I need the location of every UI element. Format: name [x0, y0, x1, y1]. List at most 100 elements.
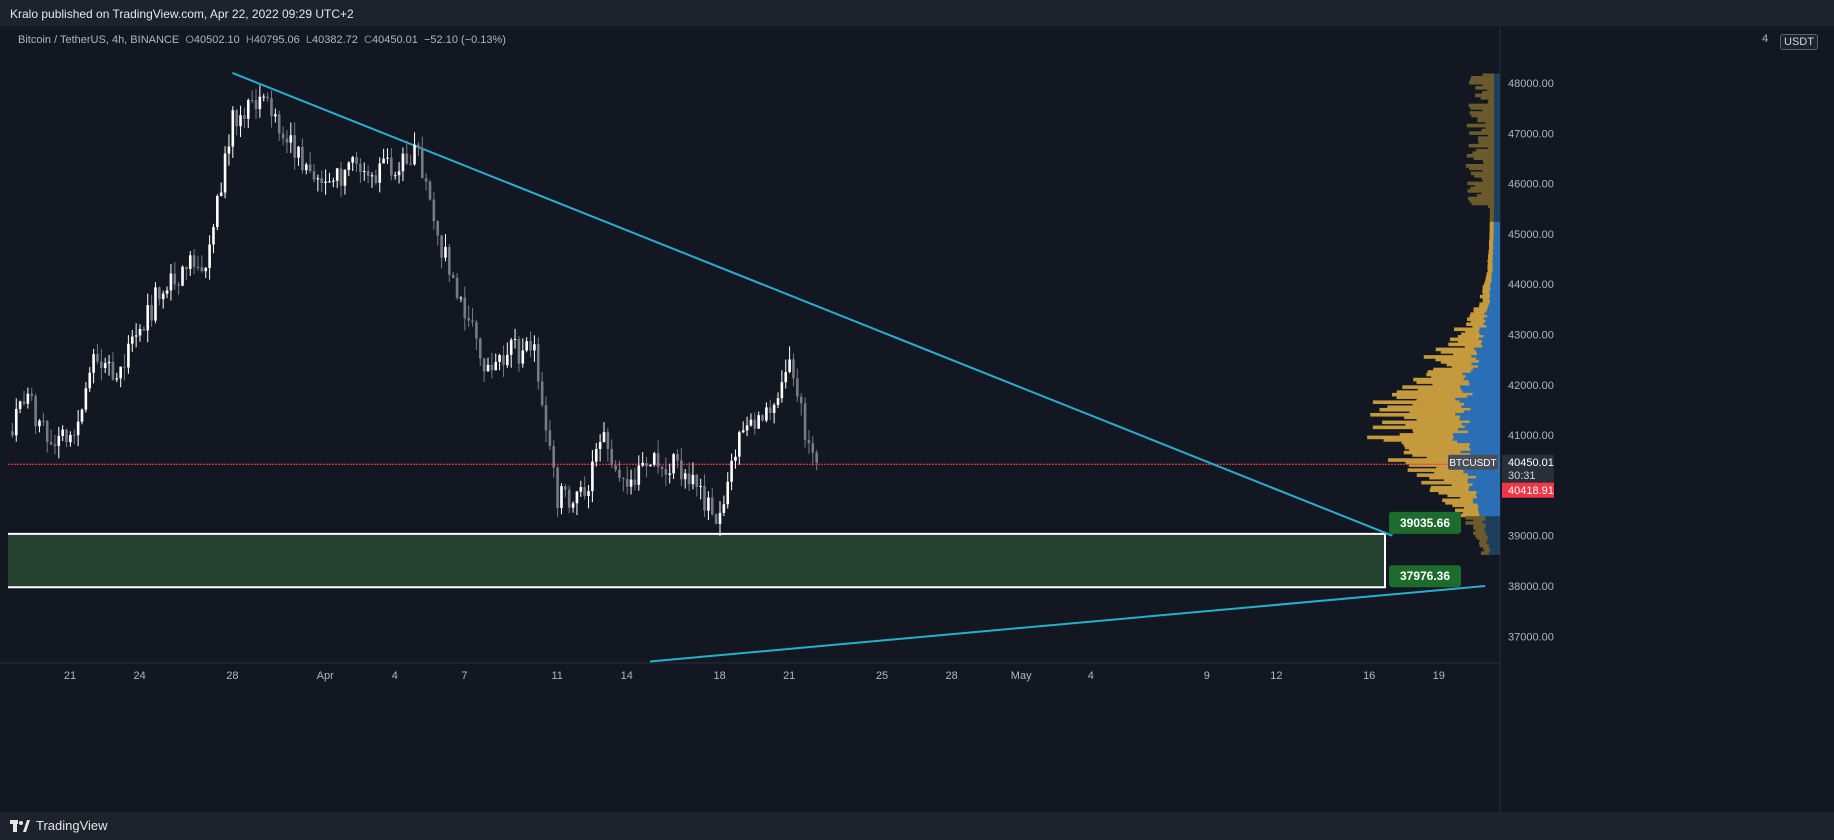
price-chart[interactable]: 48000.00 47000.00 46000.00 45000.00 44000.00… — [0, 26, 1834, 812]
volume-profile-down-bar — [1493, 131, 1500, 135]
candle-body — [668, 473, 672, 475]
volume-profile-down-bar — [1493, 206, 1500, 211]
candle-body — [633, 479, 637, 485]
candle-body — [529, 340, 532, 351]
volume-profile-down-bar — [1460, 415, 1500, 420]
candle-body — [72, 434, 76, 436]
candle-body — [312, 171, 316, 180]
volume-profile-up-bar — [1476, 194, 1494, 198]
candle-body — [18, 401, 22, 409]
volume-profile-down-bar — [1485, 531, 1500, 535]
volume-profile-down-bar — [1493, 186, 1500, 191]
candle-body — [289, 135, 293, 143]
candle-body — [154, 287, 157, 321]
volume-profile-down-bar — [1472, 483, 1500, 487]
volume-profile-up-bar — [1489, 221, 1494, 226]
volume-profile-down-bar — [1470, 407, 1500, 412]
candle-body — [413, 144, 416, 165]
candle-body — [637, 465, 641, 485]
volume-profile-down-bar — [1482, 345, 1500, 349]
volume-profile-down-bar — [1493, 128, 1500, 133]
volume-profile-down-bar — [1460, 387, 1500, 392]
volume-profile-down-bar — [1478, 508, 1500, 513]
volume-profile-down-bar — [1472, 498, 1500, 503]
volume-profile-up-bar — [1423, 355, 1472, 359]
volume-profile-down-bar — [1493, 171, 1500, 176]
chart-area[interactable] — [0, 26, 1834, 812]
published-text: Kralo published on TradingView.com, Apr … — [10, 7, 354, 21]
candle-body — [703, 486, 706, 511]
currency-selector[interactable]: USDT — [1780, 34, 1818, 50]
candle-body — [196, 267, 200, 269]
candle-body — [359, 163, 362, 173]
volume-profile-up-bar — [1464, 345, 1483, 349]
volume-profile-up-bar — [1443, 478, 1468, 482]
volume-profile-down-bar — [1481, 342, 1500, 347]
volume-profile-up-bar — [1488, 254, 1493, 259]
candle-body — [142, 328, 146, 331]
candle-body — [366, 171, 370, 176]
volume-profile-down-bar — [1453, 435, 1500, 440]
volume-profile-down-bar — [1494, 73, 1500, 78]
candle-body — [552, 446, 556, 468]
volume-profile-down-bar — [1469, 445, 1500, 450]
candle-body — [258, 96, 262, 110]
volume-profile-up-bar — [1489, 209, 1494, 213]
volume-profile-up-bar — [1416, 418, 1460, 422]
candle-body — [509, 339, 513, 355]
volume-profile-up-bar — [1466, 322, 1484, 327]
legend-symbol: Bitcoin / TetherUS, 4h, BINANCE — [18, 34, 180, 46]
volume-profile-up-bar — [1433, 367, 1473, 372]
volume-profile-down-bar — [1493, 234, 1500, 239]
legend-high: 40795.06 — [253, 34, 300, 46]
volume-profile-up-bar — [1468, 166, 1494, 171]
candle-body — [231, 110, 235, 147]
volume-profile-up-bar — [1421, 480, 1468, 485]
volume-profile-up-bar — [1479, 541, 1487, 545]
candle-body — [22, 401, 26, 404]
volume-profile-down-bar — [1470, 448, 1500, 452]
zone-fill — [8, 533, 1386, 588]
volume-profile-down-bar — [1493, 166, 1500, 171]
footer-bar: TradingView — [0, 812, 1834, 840]
volume-profile-up-bar — [1482, 289, 1490, 294]
price-tick-label: 44000.00 — [1508, 279, 1554, 291]
candle-body — [57, 435, 61, 446]
volume-profile-down-bar — [1463, 410, 1500, 415]
volume-profile-up-bar — [1478, 141, 1494, 145]
volume-profile-up-bar — [1465, 163, 1494, 168]
volume-profile-down-bar — [1475, 493, 1500, 498]
volume-profile-down-bar — [1470, 370, 1500, 374]
volume-profile-down-bar — [1489, 284, 1500, 289]
candle-body — [567, 489, 571, 508]
candle-body — [768, 407, 772, 413]
red-price-box — [1502, 482, 1554, 498]
volume-profile-down-bar — [1474, 347, 1500, 352]
volume-profile-down-bar — [1488, 543, 1500, 548]
volume-profile-down-bar — [1491, 274, 1500, 279]
candle-body — [42, 420, 45, 422]
candle-body — [316, 178, 320, 180]
candle-body — [339, 168, 343, 186]
candle-body — [606, 432, 610, 449]
volume-profile-up-bar — [1484, 548, 1491, 553]
volume-profile-up-bar — [1426, 372, 1463, 377]
volume-profile-down-bar — [1493, 244, 1500, 249]
volume-profile-up-bar — [1416, 473, 1468, 477]
volume-profile-down-bar — [1467, 478, 1500, 482]
volume-profile-down-bar — [1478, 337, 1500, 342]
last-price-box — [1502, 454, 1554, 483]
volume-profile-down-bar — [1493, 169, 1500, 173]
volume-profile-down-bar — [1493, 96, 1500, 100]
tradingview-brand[interactable]: TradingView — [10, 818, 108, 833]
volume-profile-up-bar — [1452, 503, 1478, 508]
candle-body — [401, 153, 405, 172]
volume-profile-down-bar — [1490, 287, 1500, 291]
volume-profile-up-bar — [1382, 420, 1470, 425]
candle-body — [691, 474, 695, 485]
volume-profile-up-bar — [1479, 294, 1491, 299]
candle-body — [784, 372, 788, 383]
candle-body — [513, 338, 517, 340]
grid — [0, 26, 1501, 812]
candle-body — [649, 465, 652, 467]
